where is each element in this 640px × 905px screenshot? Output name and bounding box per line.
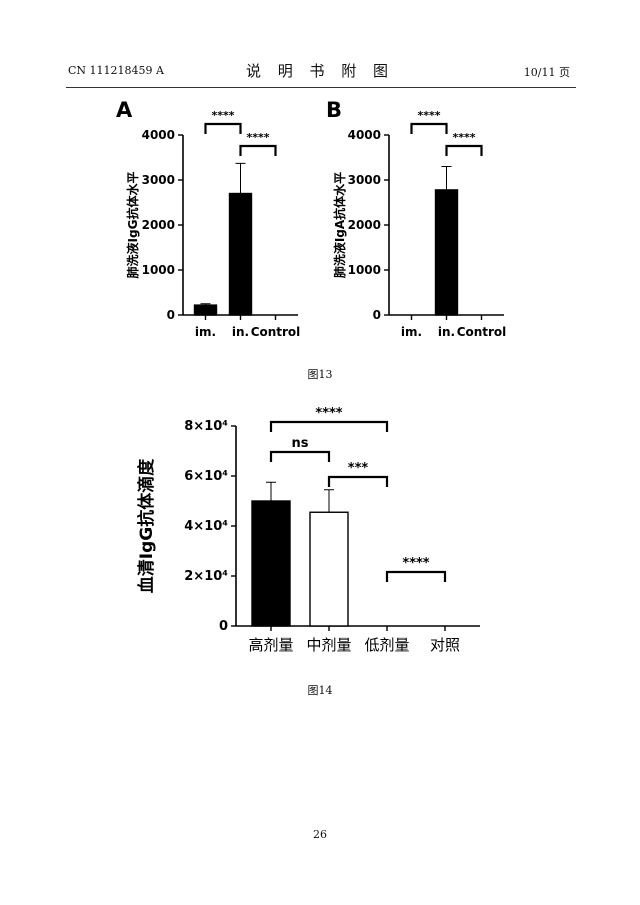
- y-tick-label: 0: [373, 308, 381, 322]
- significance-bracket: [204, 122, 242, 134]
- header-divider: [66, 87, 576, 88]
- bar: [434, 189, 459, 316]
- page-indicator: 10/11 页: [523, 66, 570, 79]
- figure-13-panel-a: A 肺洗液IgG抗体水平 0 1000 2000 3000 4000 im. in. Contro…: [116, 98, 301, 339]
- figure-13-panel-b: B 肺洗液IgA抗体水平 0 1000 2000 3000 4000 im. in. Contro…: [326, 98, 507, 339]
- page-number: 26: [313, 828, 327, 841]
- y-tick-label: 2000: [142, 218, 175, 232]
- y-axis-title: 肺洗液IgA抗体水平: [332, 172, 347, 278]
- significance-label: ****: [402, 556, 429, 571]
- y-tick-label: 3000: [142, 173, 175, 187]
- significance-bracket: [269, 420, 389, 432]
- y-tick-label: 0: [167, 308, 175, 322]
- y-tick-label: 6×10⁴: [184, 469, 228, 484]
- panel-label: A: [116, 98, 133, 122]
- x-tick-label: im.: [195, 325, 216, 339]
- significance-label: ****: [417, 109, 440, 122]
- bar: [251, 500, 291, 627]
- figure-13-caption: 图13: [307, 368, 333, 381]
- x-tick-label: in.: [438, 325, 455, 339]
- x-tick-label: Control: [457, 325, 507, 339]
- y-axis-title: 血清IgG抗体滴度: [136, 458, 157, 593]
- y-tick-label: 2×10⁴: [184, 569, 228, 584]
- document-title: 说 明 书 附 图: [245, 62, 395, 80]
- y-tick-label: 3000: [348, 173, 381, 187]
- x-tick-label: im.: [401, 325, 422, 339]
- figure-14-chart: 血清IgG抗体滴度 0 2×10⁴ 4×10⁴ 6×10⁴ 8×10⁴ 高剂量 中剂量 低剂量 对…: [136, 406, 480, 654]
- significance-bracket: [269, 450, 331, 462]
- significance-label: ns: [292, 436, 309, 451]
- bar: [309, 511, 349, 627]
- significance-bracket: [327, 475, 389, 487]
- significance-bracket: [410, 122, 448, 134]
- y-tick-label: 0: [219, 619, 228, 634]
- significance-label: ***: [348, 461, 369, 476]
- y-tick-label: 4000: [348, 128, 381, 142]
- significance-label: ****: [246, 131, 269, 144]
- x-tick-label: 对照: [430, 636, 460, 654]
- significance-bracket: [385, 570, 447, 582]
- x-tick-label: 高剂量: [248, 636, 293, 654]
- patent-number: CN 111218459 A: [68, 64, 164, 77]
- y-axis-title: 肺洗液IgG抗体水平: [125, 172, 140, 279]
- x-tick-label: 中剂量: [306, 636, 351, 654]
- figure-14-caption: 图14: [307, 684, 333, 697]
- x-tick-label: Control: [251, 325, 301, 339]
- y-tick-label: 8×10⁴: [184, 419, 228, 434]
- y-tick-label: 4000: [142, 128, 175, 142]
- y-tick-label: 4×10⁴: [184, 519, 228, 534]
- x-tick-label: 低剂量: [364, 636, 409, 654]
- significance-label: ****: [452, 131, 475, 144]
- y-tick-label: 1000: [348, 263, 381, 277]
- significance-label: ****: [211, 109, 234, 122]
- significance-bracket: [239, 144, 277, 156]
- y-tick-label: 1000: [142, 263, 175, 277]
- significance-label: ****: [315, 406, 342, 421]
- significance-bracket: [445, 144, 483, 156]
- y-tick-label: 2000: [348, 218, 381, 232]
- x-tick-label: in.: [232, 325, 249, 339]
- panel-label: B: [326, 98, 342, 122]
